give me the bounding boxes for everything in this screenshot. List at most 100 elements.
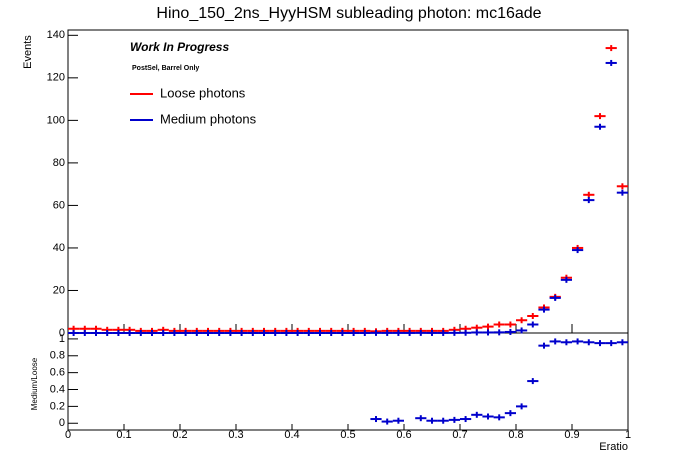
y-axis-label: Medium/Loose	[30, 357, 39, 410]
data-point	[415, 415, 427, 422]
data-point	[594, 123, 606, 130]
y-tick-label: 0	[59, 327, 65, 339]
data-point	[448, 329, 460, 336]
data-point	[381, 329, 393, 336]
x-tick-label: 0.2	[172, 429, 187, 441]
data-point	[605, 340, 617, 347]
x-tick-label: 1	[625, 429, 631, 441]
legend-label: Loose photons	[160, 85, 246, 100]
data-point	[135, 330, 147, 336]
plot-frame	[67, 29, 629, 334]
data-point	[269, 330, 281, 336]
data-point	[594, 340, 606, 347]
data-point	[381, 418, 393, 425]
data-point	[392, 417, 404, 424]
data-point	[583, 191, 595, 198]
x-tick-label: 0.1	[116, 429, 131, 441]
data-point	[112, 330, 124, 336]
data-point	[124, 330, 136, 336]
data-point	[504, 321, 516, 328]
data-point	[527, 312, 539, 319]
data-point	[560, 276, 572, 283]
data-point	[504, 328, 516, 335]
y-tick-label: 0.6	[50, 367, 65, 379]
data-point	[168, 330, 180, 336]
data-point	[437, 329, 449, 336]
y-tick-label: 120	[47, 72, 65, 84]
data-point	[549, 338, 561, 345]
data-point	[616, 189, 628, 196]
y-tick-label: 80	[53, 157, 65, 169]
data-point	[605, 45, 617, 52]
y-tick-label: 0	[59, 417, 65, 429]
y-tick-label: 140	[47, 29, 65, 41]
data-point	[527, 321, 539, 328]
legend-label: Medium photons	[160, 111, 257, 126]
data-point	[280, 330, 292, 336]
annotation: PostSel, Barrel Only	[132, 65, 199, 72]
data-point	[493, 414, 505, 421]
data-point	[482, 413, 494, 420]
data-point	[213, 330, 225, 336]
data-point	[583, 339, 595, 346]
data-point	[404, 329, 416, 336]
data-point	[572, 247, 584, 254]
x-tick-label: 0.8	[508, 429, 523, 441]
data-point	[146, 330, 158, 336]
data-point	[392, 329, 404, 336]
x-tick-label: 0.5	[340, 429, 355, 441]
data-point	[224, 330, 236, 336]
annotation: Work In Progress	[130, 40, 229, 54]
data-point	[516, 327, 528, 334]
data-point	[527, 378, 539, 385]
data-point	[493, 321, 505, 328]
data-point	[101, 330, 113, 336]
data-point	[538, 342, 550, 349]
data-point	[415, 329, 427, 336]
data-point	[605, 59, 617, 66]
y-tick-label: 20	[53, 284, 65, 296]
data-point	[348, 330, 360, 336]
data-point	[504, 410, 516, 417]
data-point	[583, 197, 595, 204]
x-tick-label: 0	[65, 429, 71, 441]
data-point	[370, 329, 382, 336]
data-point	[68, 330, 80, 336]
data-point	[292, 330, 304, 336]
y-tick-label: 60	[53, 199, 65, 211]
y-tick-label: 40	[53, 242, 65, 254]
data-point	[202, 330, 214, 336]
x-tick-label: 0.7	[452, 429, 467, 441]
data-point	[482, 329, 494, 336]
data-point	[236, 330, 248, 336]
data-point	[460, 416, 472, 423]
data-point	[616, 339, 628, 346]
data-point	[538, 306, 550, 313]
data-point	[437, 417, 449, 424]
x-tick-label: 0.4	[284, 429, 299, 441]
data-point	[560, 339, 572, 346]
data-point	[471, 411, 483, 418]
x-tick-label: 0.3	[228, 429, 243, 441]
data-point	[594, 113, 606, 120]
data-point	[90, 330, 102, 336]
data-point	[325, 330, 337, 336]
data-point	[482, 323, 494, 330]
y-tick-label: 0.4	[50, 383, 65, 395]
y-tick-label: 0.8	[50, 350, 65, 362]
y-tick-label: 1	[59, 333, 65, 345]
data-point	[303, 330, 315, 336]
data-point	[157, 330, 169, 336]
data-point	[359, 330, 371, 336]
x-axis-label: Eratio	[599, 441, 628, 453]
data-point	[79, 330, 91, 336]
data-point	[549, 294, 561, 301]
data-point	[516, 317, 528, 324]
data-point	[471, 329, 483, 336]
x-tick-label: 0.9	[564, 429, 579, 441]
data-point	[180, 330, 192, 336]
data-point	[516, 403, 528, 410]
data-point	[426, 329, 438, 336]
